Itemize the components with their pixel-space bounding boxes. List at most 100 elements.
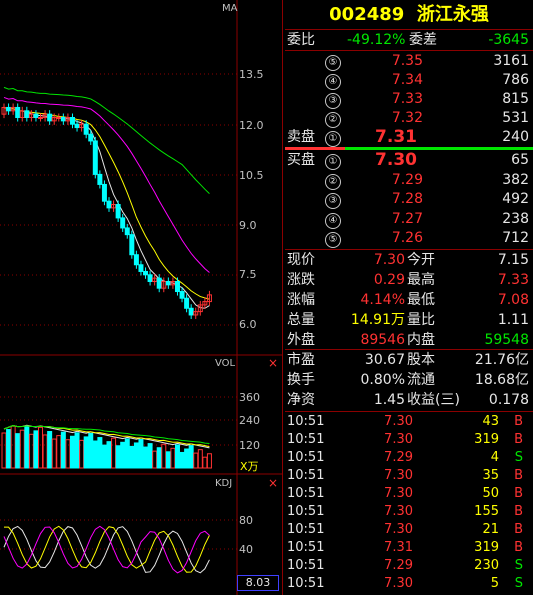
candle-body [88,133,94,142]
sell-volume: 531 [502,110,529,126]
sell-buy-divider-red [285,147,345,150]
volume-bar [83,436,89,469]
candle-body [120,217,126,229]
volume-bar [10,425,16,469]
volume-bar [42,434,48,469]
volume-bar [38,426,44,469]
tick-side: B [514,414,523,429]
candle-body [138,264,144,272]
tick-row[interactable]: 10:51 7.29 4 S [285,449,533,467]
kdj-tick-label: 40 [239,543,253,556]
quote-value: 7.15 [497,252,529,268]
close-icon[interactable]: × [268,476,279,490]
tick-price: 7.30 [384,468,413,483]
tick-row[interactable]: 10:51 7.31 319 B [285,539,533,557]
volume-bar [60,431,66,469]
candle-body [65,117,71,122]
ma-line [3,106,210,300]
tick-row[interactable]: 10:51 7.30 5 S [285,575,533,593]
vol-indicator-label: VOL [215,358,236,369]
candle-body [133,254,139,266]
tick-row[interactable]: 10:51 7.30 43 B [285,413,533,431]
volume-ma-line [3,425,210,444]
candle-body [156,277,162,289]
buy-order-row[interactable]: ⑤ 7.26 712 [285,228,533,249]
kline-chart-pane[interactable]: MA 13.5 12.0 10.5 9.0 7.5 6.0 VOL × 360 … [0,0,283,595]
volume-bar [143,446,149,469]
candle-body [188,307,194,316]
tick-volume: 230 [474,558,499,573]
close-icon[interactable]: × [268,356,279,370]
tick-row[interactable]: 10:51 7.29 230 S [285,557,533,575]
candle-body [42,113,48,119]
sell-order-row[interactable]: ⑤ 7.35 3161 [285,51,533,71]
tick-row[interactable]: 10:51 7.30 319 B [285,431,533,449]
sell-order-row[interactable]: ② 7.32 531 [285,108,533,128]
tick-row[interactable]: 10:51 7.30 50 B [285,485,533,503]
quote-row: 现价 7.30 今开 7.15 [285,250,533,270]
tick-time: 10:51 [287,540,325,555]
sell-order-row[interactable]: ③ 7.33 815 [285,89,533,109]
order-level-icon: ⑤ [325,228,341,249]
tick-volume: 35 [482,468,499,483]
candle-body [51,117,57,122]
tick-side: B [514,540,523,555]
fund-value: 0.178 [488,392,529,408]
tick-volume: 50 [482,486,499,501]
candle-body [161,280,167,289]
buy-volume: 382 [502,171,529,188]
buy-order-row[interactable]: 买盘 ① 7.30 65 [285,150,533,170]
candle-body [47,113,53,122]
buy-label: 买盘 [287,152,315,168]
tick-row[interactable]: 10:51 7.30 35 B [285,467,533,485]
fund-value: 1.45 [373,392,405,408]
fund-label: 流通 [407,372,435,388]
main-indicator-label: MA [222,3,238,14]
quote-value: 14.91万 [350,312,405,328]
vol-tick-label: 360 [239,391,260,404]
tick-time: 10:51 [287,576,325,591]
buy-volume: 712 [502,230,529,247]
tick-time: 10:51 [287,504,325,519]
volume-bar [65,439,71,469]
tick-price: 7.29 [384,450,413,465]
kdj-indicator-label: KDJ [215,478,233,489]
fund-label: 收益(三) [407,392,460,408]
volume-bar [92,440,98,469]
tick-price: 7.30 [384,504,413,519]
price-tick-label: 12.0 [239,119,264,132]
volume-bar [47,431,53,469]
candle-body [124,227,130,236]
kline-chart-svg[interactable] [0,0,283,595]
candlesticks [1,103,212,319]
quote-value: 7.08 [497,292,529,308]
candle-body [197,304,203,313]
sell-order-row[interactable]: ④ 7.34 786 [285,70,533,90]
sell-price: 7.33 [391,91,423,107]
volume-bar [202,456,208,469]
candle-body [1,106,7,115]
buy-order-row[interactable]: ② 7.29 382 [285,170,533,190]
candle-body [79,123,85,129]
tick-row[interactable]: 10:51 7.30 155 B [285,503,533,521]
volume-bars [1,425,212,469]
volume-bar [133,442,139,469]
tick-price: 7.29 [384,558,413,573]
sell-order-row[interactable]: 卖盘 ① 7.31 240 [285,127,533,147]
tick-row[interactable]: 10:51 7.30 21 B [285,521,533,539]
order-level-icon: ④ [325,209,341,229]
order-level-icon: ③ [325,89,341,109]
buy-order-row[interactable]: ④ 7.27 238 [285,209,533,229]
buy-order-row[interactable]: ③ 7.28 492 [285,189,533,210]
tick-volume: 21 [482,522,499,537]
candle-body [193,311,199,316]
ma-line [3,86,210,195]
stock-code: 002489 [329,4,405,25]
tick-volume: 319 [474,432,499,447]
order-level-num: ② [325,112,341,128]
fund-value: 0.80% [360,372,405,388]
volume-bar [106,441,112,469]
candle-body [152,277,158,282]
buy-price: 7.29 [391,171,423,188]
diff-value: -3645 [488,32,529,48]
